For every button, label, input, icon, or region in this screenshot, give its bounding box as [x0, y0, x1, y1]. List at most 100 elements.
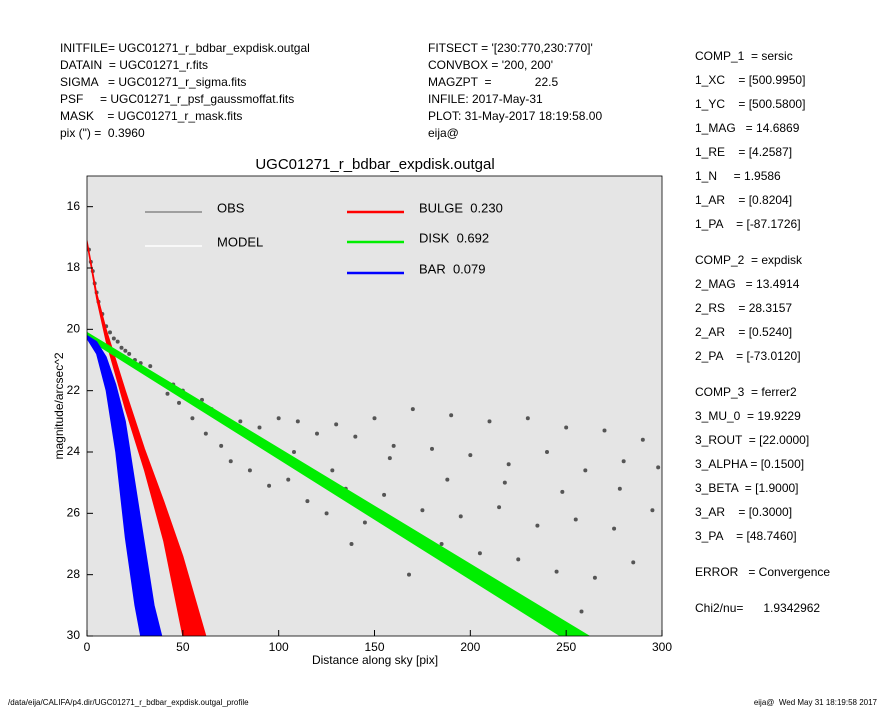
obs-point — [650, 508, 655, 513]
obs-point — [203, 431, 208, 436]
obs-point — [387, 456, 392, 461]
obs-point — [295, 419, 300, 424]
header-line: PSF = UGC01271_r_psf_gaussmoffat.fits — [60, 92, 294, 106]
obs-point — [238, 419, 243, 424]
y-tick-label: 20 — [67, 322, 81, 336]
header-line: eija@ — [428, 126, 459, 140]
obs-point — [219, 443, 224, 448]
obs-point — [334, 422, 339, 427]
obs-point — [228, 459, 233, 464]
header-line: INFILE: 2017-May-31 — [428, 92, 543, 106]
obs-point — [535, 523, 540, 528]
header-line: PLOT: 31-May-2017 18:19:58.00 — [428, 109, 602, 123]
model-band — [87, 331, 591, 636]
obs-point — [487, 419, 492, 424]
obs-point — [267, 483, 272, 488]
header-line: pix (") = 0.3960 — [60, 126, 145, 140]
obs-point — [127, 351, 132, 356]
obs-point — [247, 468, 252, 473]
parameter-line: 1_YC = [500.5800] — [695, 97, 805, 111]
y-tick-label: 28 — [67, 567, 81, 581]
obs-point — [315, 431, 319, 436]
parameter-line: 1_XC = [500.9950] — [695, 73, 805, 87]
obs-point — [286, 477, 291, 482]
obs-point — [516, 557, 521, 562]
obs-point — [372, 416, 377, 421]
obs-point — [602, 428, 607, 433]
parameter-line: 3_BETA = [1.9000] — [695, 481, 799, 495]
chart-title: UGC01271_r_bdbar_expdisk.outgal — [255, 156, 494, 173]
header-line: MAGZPT = 22.5 — [428, 75, 558, 89]
obs-point — [349, 542, 354, 546]
obs-point — [617, 486, 622, 491]
obs-point — [177, 400, 181, 405]
legend-label: MODEL — [217, 234, 263, 249]
obs-point — [583, 468, 588, 473]
y-tick-label: 18 — [67, 260, 81, 274]
obs-point — [468, 453, 473, 458]
obs-point — [324, 511, 329, 516]
model-band — [87, 240, 207, 636]
obs-point — [525, 416, 530, 421]
parameter-line: Chi2/nu= 1.9342962 — [695, 601, 820, 615]
parameter-line: 1_PA = [-87.1726] — [695, 217, 801, 231]
obs-point — [445, 477, 450, 482]
parameter-line: COMP_3 = ferrer2 — [695, 385, 797, 399]
obs-point — [292, 450, 296, 454]
legend-label: BAR 0.079 — [419, 261, 486, 276]
legend-label: BULGE 0.230 — [419, 200, 503, 215]
parameter-line: COMP_2 = expdisk — [695, 253, 803, 267]
obs-point — [631, 560, 636, 565]
obs-point — [477, 551, 482, 556]
parameter-line: 3_PA = [48.7460] — [695, 529, 797, 543]
obs-point — [545, 450, 549, 454]
header-line: DATAIN = UGC01271_r.fits — [60, 58, 208, 72]
obs-point — [449, 413, 454, 418]
x-tick-label: 250 — [556, 640, 576, 654]
parameter-line: 3_ALPHA = [0.1500] — [695, 457, 804, 471]
obs-point — [111, 336, 116, 341]
header-line: SIGMA = UGC01271_r_sigma.fits — [60, 75, 246, 89]
marks — [87, 240, 661, 636]
obs-point — [108, 330, 112, 335]
parameter-line: 2_PA = [-73.0120] — [695, 349, 801, 363]
x-tick-label: 200 — [460, 640, 480, 654]
footer-path: /data/eija/CALIFA/p4.dir/UGC01271_r_bdba… — [8, 698, 249, 707]
obs-point — [148, 364, 153, 369]
obs-point — [330, 468, 335, 473]
obs-point — [573, 517, 578, 522]
obs-point — [407, 572, 411, 577]
x-tick-label: 50 — [176, 640, 190, 654]
header-line: FITSECT = '[230:770,230:770]' — [428, 41, 593, 55]
parameter-line: 1_MAG = 14.6869 — [695, 121, 800, 135]
header-line: INITFILE= UGC01271_r_bdbar_expdisk.outga… — [60, 41, 310, 55]
obs-point — [439, 542, 444, 546]
model-band — [87, 334, 163, 636]
obs-point — [458, 514, 463, 519]
obs-point — [506, 462, 511, 467]
parameter-line: 3_AR = [0.3000] — [695, 505, 792, 519]
x-tick-label: 300 — [652, 640, 672, 654]
obs-point — [276, 416, 281, 421]
parameter-line: 3_ROUT = [22.0000] — [695, 433, 809, 447]
obs-point — [353, 434, 358, 439]
obs-point — [502, 480, 507, 485]
obs-point — [560, 489, 565, 494]
legend-label: OBS — [217, 200, 245, 215]
legend-label: DISK 0.692 — [419, 230, 489, 245]
x-axis-label: Distance along sky [pix] — [312, 653, 438, 667]
obs-point — [190, 416, 195, 421]
parameter-line: 1_RE = [4.2587] — [695, 145, 792, 159]
obs-point — [257, 425, 262, 430]
y-tick-label: 30 — [67, 628, 81, 642]
parameter-line: 2_MAG = 13.4914 — [695, 277, 800, 291]
obs-point — [579, 609, 584, 614]
y-tick-label: 16 — [67, 199, 81, 213]
parameter-line: 1_N = 1.9586 — [695, 169, 781, 183]
x-tick-label: 150 — [364, 640, 384, 654]
obs-point — [497, 505, 502, 510]
parameter-line: ERROR = Convergence — [695, 565, 830, 579]
obs-point — [119, 345, 124, 350]
obs-point — [165, 391, 170, 396]
